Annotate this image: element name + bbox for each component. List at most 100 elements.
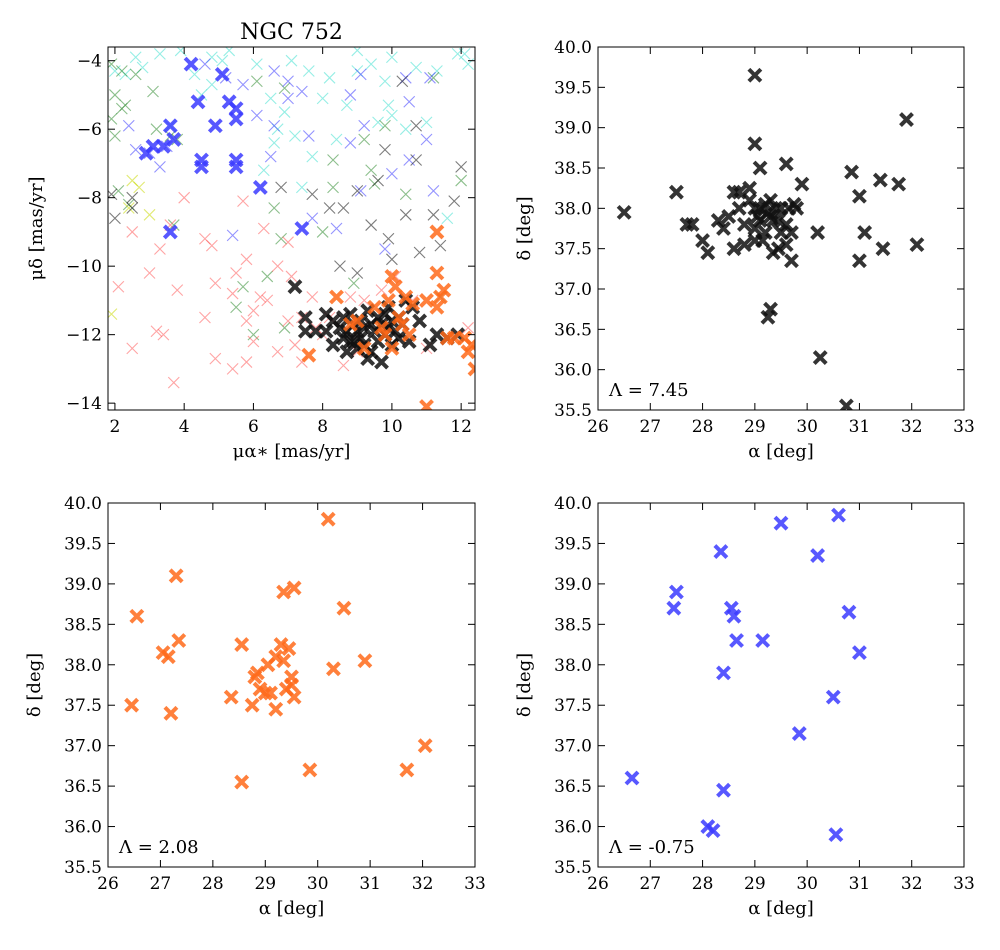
bg-point-red	[126, 342, 139, 355]
bg-point-red	[178, 191, 191, 204]
bg-point-green	[379, 119, 391, 132]
bg-point-cyan	[257, 164, 270, 177]
bg-point-green	[108, 113, 118, 125]
x-tick-label: 30	[796, 874, 818, 894]
bg-point-cyan	[306, 150, 319, 163]
point-orange	[384, 269, 400, 284]
data-point	[669, 184, 684, 200]
bg-point-green	[115, 65, 128, 77]
x-tick-label: 26	[97, 874, 119, 894]
bg-point-cyan	[285, 54, 298, 67]
bg-point-black	[109, 212, 121, 225]
lambda-annotation: Λ = 2.08	[118, 837, 199, 858]
data-point	[666, 600, 682, 616]
data-point	[755, 633, 771, 648]
x-tick-label: 30	[796, 417, 818, 437]
bg-point-green	[129, 68, 142, 81]
point-black	[318, 323, 334, 339]
data-point	[891, 176, 907, 192]
y-tick-label: 39.0	[554, 575, 592, 595]
bg-point-cyan	[154, 47, 166, 60]
data-point	[326, 661, 341, 677]
x-tick-label: 10	[381, 417, 403, 437]
y-tick-label: 36.0	[554, 361, 592, 381]
chart-title: NGC 752	[240, 20, 343, 45]
bg-point-green	[167, 219, 180, 231]
bg-point-blue	[237, 78, 249, 91]
data-point	[844, 164, 860, 180]
x-tick-label: 33	[464, 874, 486, 894]
y-axis-label: δ [deg]	[24, 653, 45, 717]
y-tick-label: 38.5	[64, 615, 102, 635]
bg-point-cyan	[420, 116, 433, 129]
data-point	[124, 697, 140, 713]
x-tick-label: 26	[587, 874, 609, 894]
data-point	[872, 172, 888, 188]
point-orange	[349, 313, 365, 329]
data-point	[773, 515, 789, 531]
data-point	[223, 689, 239, 705]
bg-point-red	[240, 356, 253, 368]
bg-point-green	[112, 184, 125, 197]
y-tick-label: 39.5	[554, 534, 592, 554]
data-point	[716, 221, 731, 236]
bg-point-black	[306, 188, 319, 201]
bg-point-green	[261, 270, 274, 283]
bg-point-red	[237, 195, 249, 207]
data-point	[263, 685, 278, 701]
bg-point-yellow	[133, 181, 146, 194]
bg-point-red	[240, 315, 253, 327]
bg-point-cyan	[382, 99, 395, 112]
bg-point-cyan	[195, 89, 208, 101]
bg-point-blue	[226, 229, 239, 242]
bg-point-red	[247, 335, 260, 348]
y-axis-label: δ [deg]	[514, 653, 535, 717]
bg-point-black	[351, 184, 364, 197]
bg-point-green	[109, 130, 121, 142]
bg-point-blue	[268, 65, 281, 77]
y-tick-label: 35.5	[64, 858, 102, 878]
sky-panel-blue: 26 27 28 29 30 31 32 33 35.5 36.0 36.5 37.0 37.5 38.0…	[514, 494, 975, 919]
y-tick-label: −4	[77, 52, 102, 72]
axes-frame	[107, 46, 476, 411]
y-tick-label: 36.5	[64, 777, 102, 797]
bg-point-blue	[420, 133, 433, 146]
data-point	[163, 705, 179, 721]
bg-point-black	[323, 202, 336, 214]
point-orange	[419, 293, 434, 308]
bg-point-red	[462, 321, 474, 334]
x-axis-label: μα∗ [mas/yr]	[233, 441, 351, 462]
y-tick-label: 39.0	[64, 575, 102, 595]
point-orange	[384, 340, 400, 356]
bg-point-yellow	[108, 308, 118, 321]
data-point	[742, 180, 758, 196]
point-black	[429, 327, 445, 343]
bg-point-red	[205, 239, 218, 252]
data-point	[357, 653, 373, 669]
bg-point-black	[410, 154, 423, 166]
x-tick-label: 8	[317, 417, 328, 437]
bg-point-black	[382, 232, 395, 245]
bg-point-green	[108, 58, 118, 71]
bg-point-red	[209, 352, 222, 365]
data-point	[713, 544, 729, 559]
bg-point-cyan	[351, 47, 364, 57]
plot-area	[108, 47, 475, 410]
bg-point-red	[282, 315, 294, 327]
x-tick-label: 31	[359, 874, 381, 894]
x-tick-label: 28	[692, 874, 714, 894]
data-point	[244, 697, 260, 713]
data-point	[716, 782, 731, 798]
point-orange	[429, 224, 445, 240]
data-point	[760, 309, 776, 325]
bg-point-red	[150, 325, 163, 338]
bg-point-black	[413, 246, 426, 259]
bg-point-green	[278, 321, 291, 334]
bg-point-cyan	[205, 78, 218, 91]
bg-point-blue	[282, 92, 294, 105]
data-point	[899, 112, 914, 128]
bg-point-red	[230, 267, 242, 279]
bg-point-black	[372, 174, 384, 187]
point-black	[374, 354, 389, 370]
point-orange	[329, 289, 344, 305]
